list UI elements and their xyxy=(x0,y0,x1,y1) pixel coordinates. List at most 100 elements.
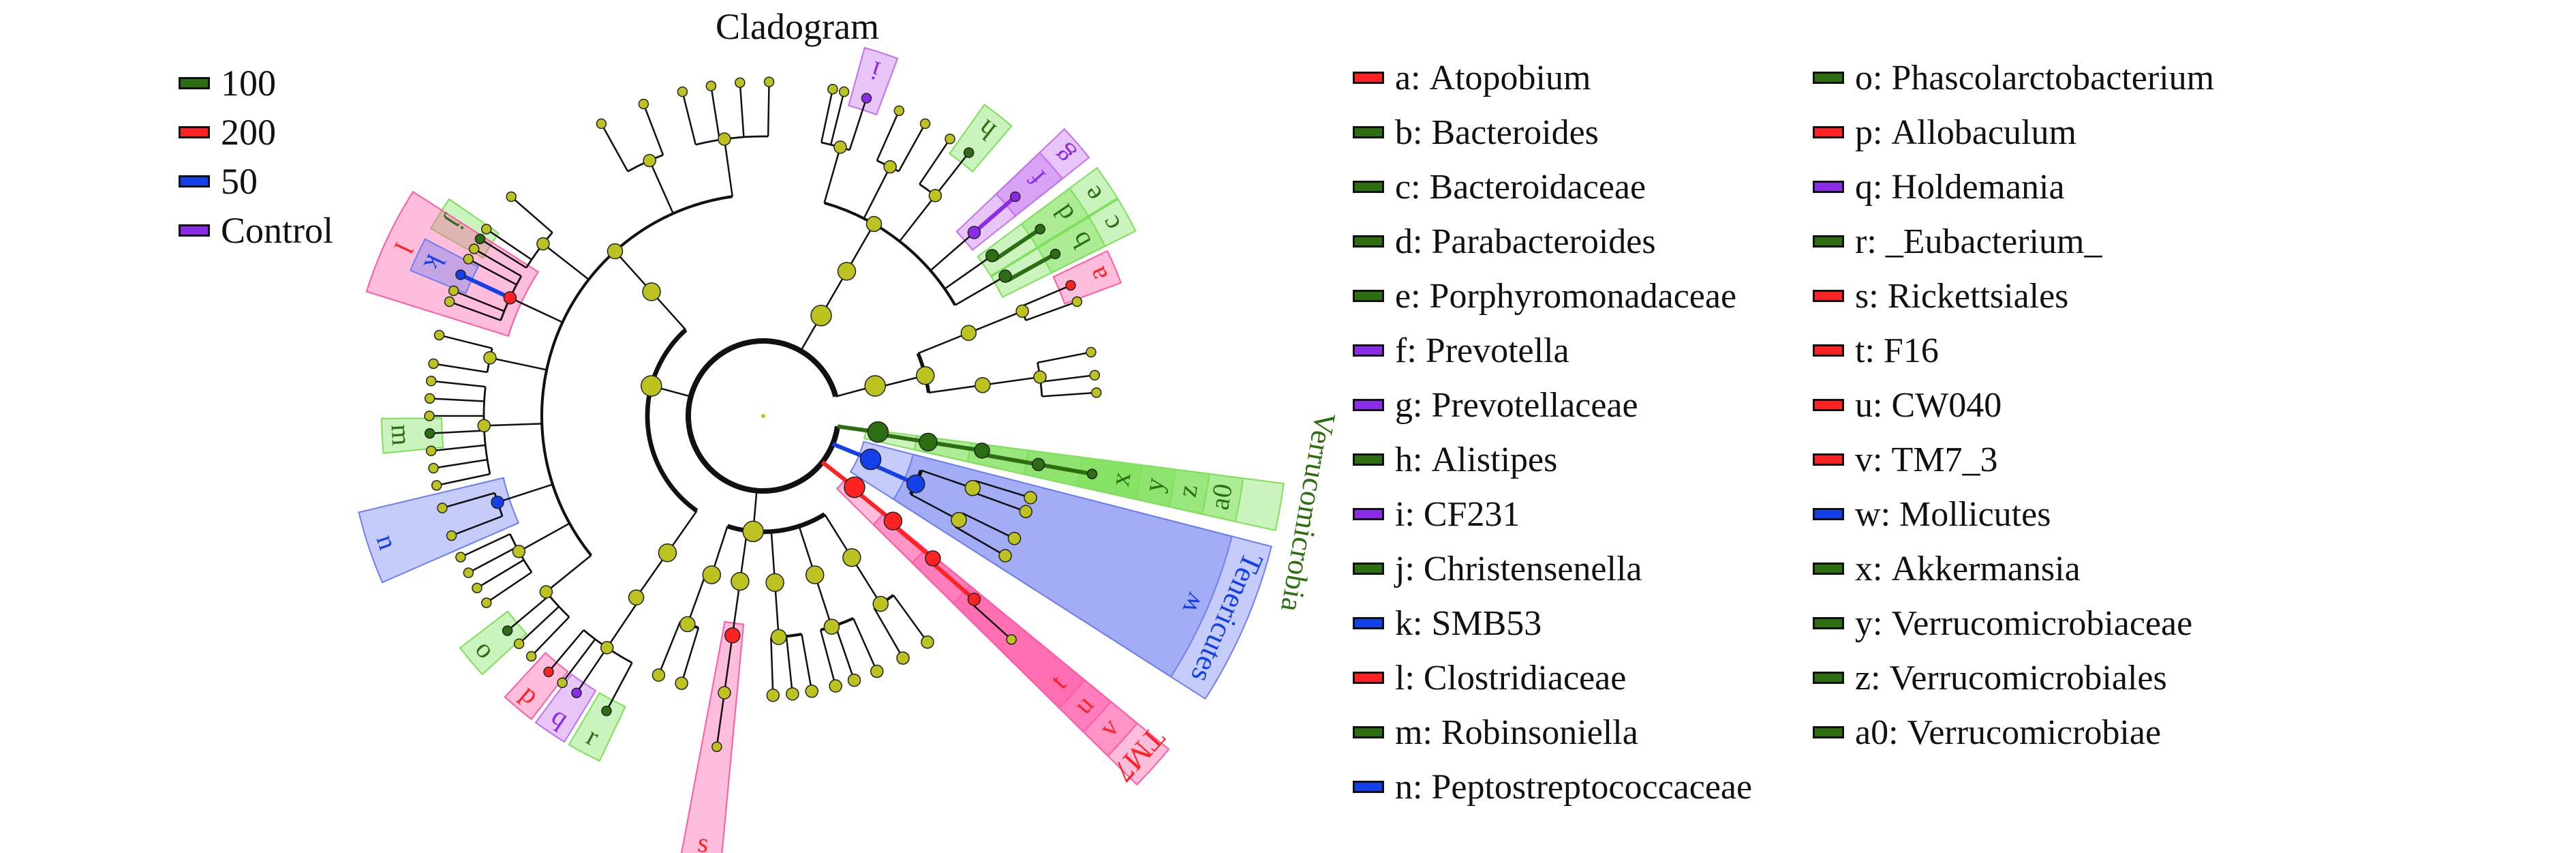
branch-line xyxy=(767,82,770,137)
separator: : xyxy=(1871,658,1890,698)
separator: : xyxy=(1869,276,1888,316)
separator: : xyxy=(1422,713,1441,752)
legend-swatch xyxy=(1813,344,1844,357)
clade-name: Atopobium xyxy=(1429,58,1591,98)
clade-key: x xyxy=(1855,549,1873,588)
node xyxy=(607,243,624,260)
node xyxy=(765,573,784,593)
legend-swatch xyxy=(1813,563,1844,575)
branch-line xyxy=(439,334,493,350)
significant-node xyxy=(861,93,872,104)
branch-line xyxy=(970,602,1012,640)
node xyxy=(651,668,666,682)
clade-name: Porphyromonadaceae xyxy=(1429,276,1737,316)
separator: : xyxy=(1407,331,1426,370)
legend-swatch xyxy=(1353,781,1384,793)
node xyxy=(425,445,437,456)
node xyxy=(975,377,991,393)
clade-highlight xyxy=(835,481,1170,786)
branch-line xyxy=(431,380,486,388)
node xyxy=(448,285,459,297)
branch-line xyxy=(930,232,975,271)
branch-line xyxy=(484,423,542,427)
node xyxy=(998,549,1012,563)
clade-name: Clostridiaceae xyxy=(1423,658,1627,698)
branch-line xyxy=(889,522,934,560)
clade-letter: m xyxy=(385,423,417,446)
node xyxy=(827,83,838,95)
clade-name: Mollicutes xyxy=(1899,494,2051,534)
node xyxy=(786,687,799,701)
branch-line xyxy=(929,559,976,601)
node xyxy=(431,480,442,491)
branch-line xyxy=(474,248,522,278)
branch-line xyxy=(893,595,929,643)
clade-name: Christensenella xyxy=(1423,549,1642,588)
branch-line xyxy=(898,123,926,173)
node xyxy=(638,98,649,110)
clade-name: Alistipes xyxy=(1431,440,1558,479)
clade-legend-item: m: Robinsoniella xyxy=(1353,710,1638,754)
separator: : xyxy=(1873,167,1892,207)
branch-line xyxy=(962,512,1015,539)
branch-line xyxy=(433,363,488,374)
branch-arc xyxy=(645,328,699,513)
node xyxy=(823,618,840,635)
branch-line xyxy=(944,254,993,290)
legend-swatch xyxy=(1353,617,1384,629)
group-legend-item: 50 xyxy=(179,161,258,202)
branch-line xyxy=(686,572,707,625)
branch-line xyxy=(497,483,553,503)
branch-line xyxy=(1019,284,1071,308)
legend-swatch xyxy=(1353,181,1384,193)
node xyxy=(805,565,825,584)
significant-node xyxy=(474,233,486,245)
branch-line xyxy=(467,546,517,574)
branch-line xyxy=(518,605,559,645)
node xyxy=(833,140,847,154)
legend-swatch xyxy=(1813,126,1844,138)
node xyxy=(600,641,614,655)
group-legend-item: 100 xyxy=(179,63,276,104)
legend-swatch xyxy=(1813,290,1844,302)
branch-line xyxy=(562,638,596,684)
node xyxy=(536,237,550,251)
node xyxy=(1019,505,1033,518)
clade-key: r xyxy=(1855,222,1867,261)
clade-legend-item: r: _Eubacterium_ xyxy=(1813,220,2102,263)
node xyxy=(596,118,607,130)
separator: : xyxy=(1888,713,1907,752)
node xyxy=(951,511,967,528)
significant-node xyxy=(919,432,938,452)
node xyxy=(506,191,517,203)
node xyxy=(805,685,818,698)
significant-node xyxy=(844,476,865,498)
clade-legend-item: x: Akkermansia xyxy=(1813,547,2081,590)
significant-node xyxy=(967,226,981,239)
node xyxy=(437,503,448,513)
significant-node xyxy=(1049,248,1061,260)
clade-key: c xyxy=(1395,167,1411,207)
clade-highlight xyxy=(892,453,1233,678)
node xyxy=(512,545,526,558)
clade-legend-item: j: Christensenella xyxy=(1353,547,1642,590)
node xyxy=(705,80,717,91)
node xyxy=(1007,531,1022,545)
node xyxy=(1033,370,1047,384)
clade-key: m xyxy=(1395,713,1423,752)
clade-name: Prevotellaceae xyxy=(1431,385,1638,425)
separator: : xyxy=(1411,58,1430,98)
branch-arc xyxy=(686,338,840,494)
branch-line xyxy=(649,160,674,214)
significant-node xyxy=(985,249,999,263)
branch-line xyxy=(876,110,900,161)
branch-line xyxy=(970,490,1026,513)
clade-key: u xyxy=(1855,385,1873,425)
branch-line xyxy=(429,430,485,434)
branch-line xyxy=(486,571,532,604)
branch-line xyxy=(723,138,734,197)
node xyxy=(1089,370,1101,381)
node xyxy=(870,664,884,678)
node xyxy=(838,86,850,98)
node xyxy=(872,595,889,612)
